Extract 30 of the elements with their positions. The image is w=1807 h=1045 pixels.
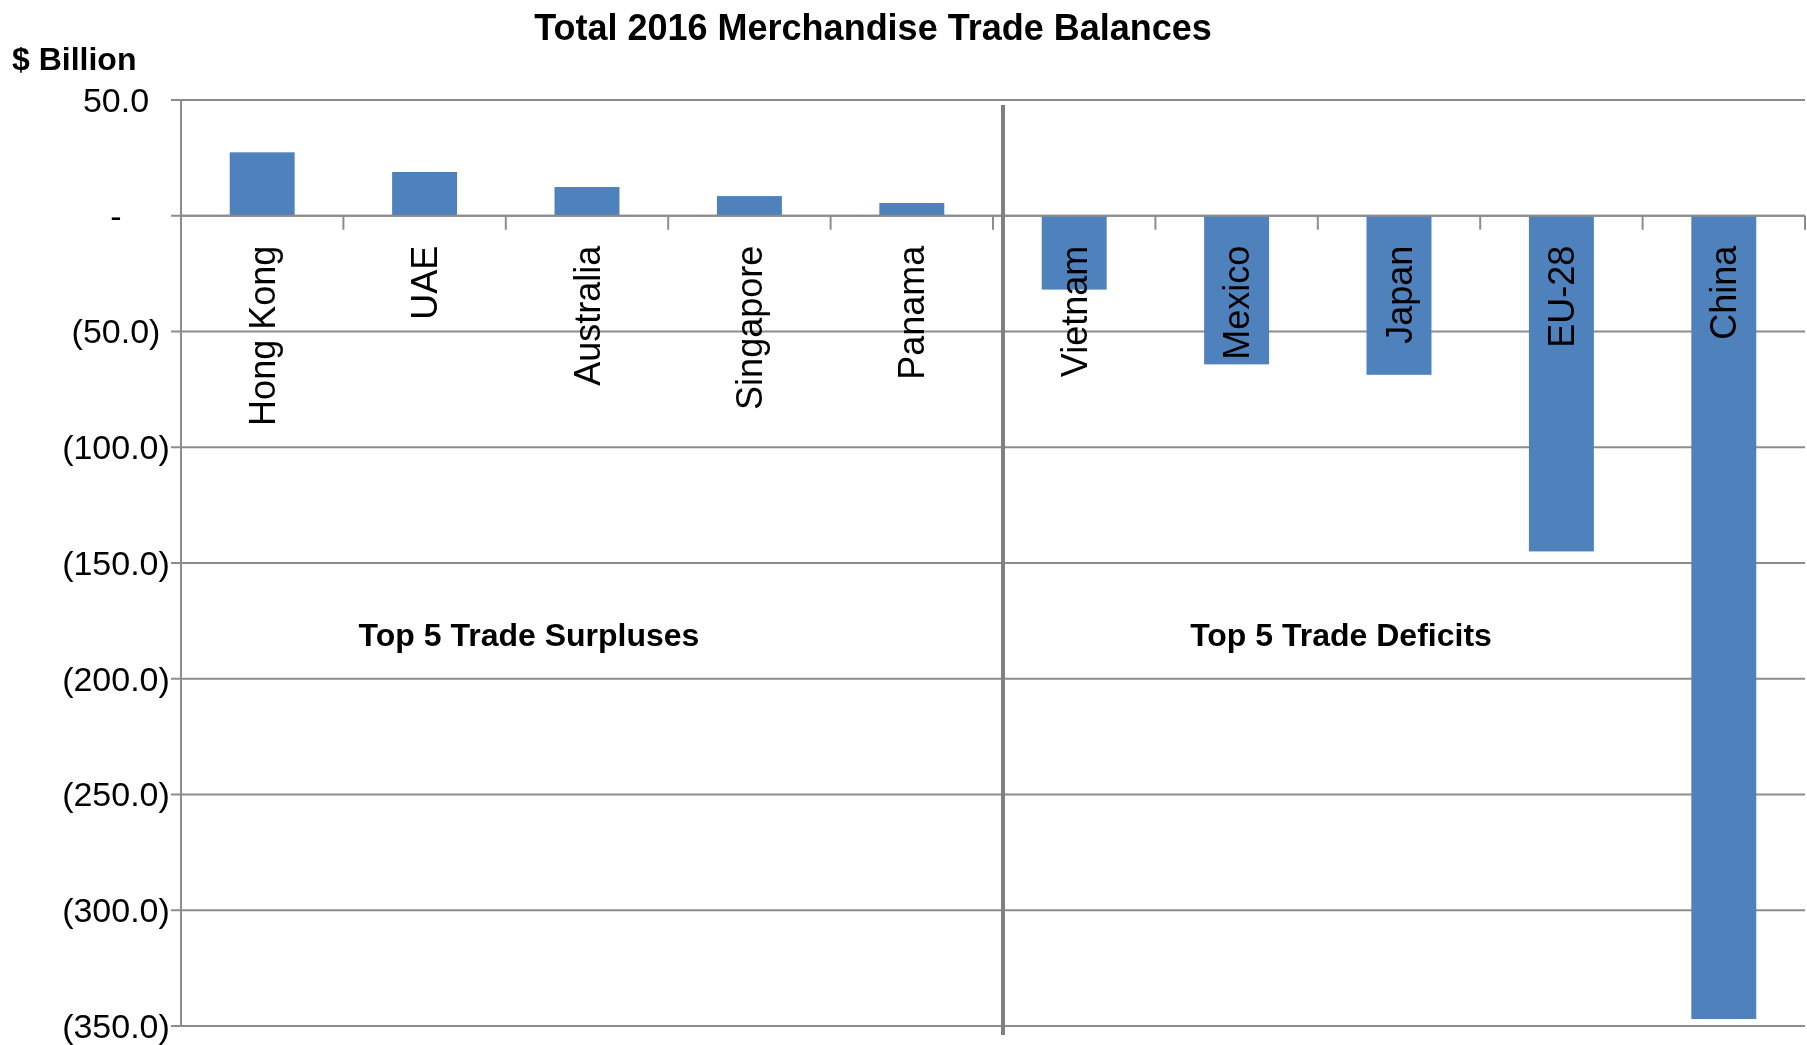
bar: [229, 152, 295, 216]
x-tick-label: Singapore: [729, 245, 770, 410]
y-tick-label: (100.0): [62, 428, 170, 467]
y-tick-label: 50.0: [82, 80, 150, 119]
chart-title: Total 2016 Merchandise Trade Balances: [534, 7, 1212, 48]
y-tick-label: -: [110, 196, 122, 235]
y-tick-label: (300.0): [62, 891, 170, 930]
x-tick-label: Panama: [891, 244, 933, 380]
x-tick-label: Australia: [566, 244, 608, 386]
y-tick-label: (150.0): [62, 543, 170, 582]
y-tick-label: (250.0): [62, 775, 170, 814]
y-tick-label: (350.0): [62, 1006, 170, 1045]
bar: [392, 172, 458, 216]
annotation: Top 5 Trade Surpluses: [358, 617, 700, 654]
x-tick-label: Mexico: [1216, 245, 1258, 360]
x-tick-label: EU-28: [1541, 245, 1582, 348]
x-tick-label: Vietnam: [1053, 245, 1095, 378]
x-tick-label: China: [1703, 244, 1745, 340]
annotation: Top 5 Trade Deficits: [1190, 617, 1492, 654]
x-tick-label: Hong Kong: [241, 245, 283, 426]
bar: [554, 187, 620, 216]
x-tick-label: Japan: [1378, 245, 1420, 344]
bar: [1691, 215, 1757, 1020]
y-tick-label: (50.0): [71, 312, 161, 351]
bar: [716, 196, 782, 216]
bar: [1528, 215, 1594, 552]
x-tick-label: UAE: [404, 245, 446, 320]
bar: [879, 203, 945, 216]
y-tick-label: (200.0): [62, 659, 170, 698]
y-axis-title: $ Billion: [12, 41, 137, 77]
